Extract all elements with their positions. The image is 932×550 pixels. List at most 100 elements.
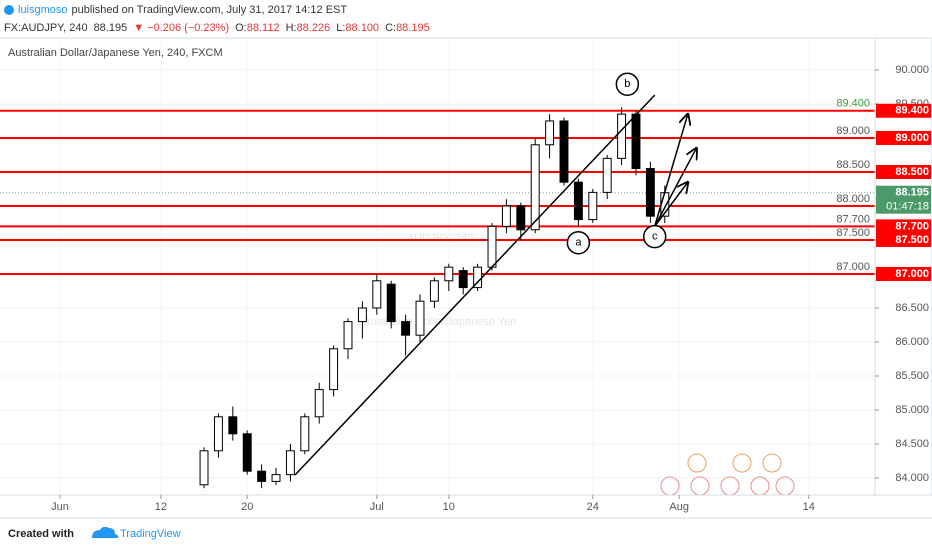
footer-brand[interactable]: TradingView — [120, 528, 181, 540]
y-tick-label: 90.000 — [895, 64, 929, 76]
candle-body — [300, 416, 310, 452]
y-tick-label: 86.000 — [895, 336, 929, 348]
level-tag-label: 87.000 — [895, 268, 929, 280]
candle-body — [415, 300, 425, 336]
wave-marker — [615, 72, 640, 96]
last-price-label: 88.195 — [895, 187, 929, 199]
candle-body — [516, 205, 526, 231]
candle-body — [458, 270, 468, 289]
author[interactable]: luisgmoso — [18, 4, 68, 16]
candle-body — [199, 450, 209, 486]
candle-body — [314, 389, 324, 418]
published: published on TradingView.com, July 31, 2… — [72, 4, 348, 16]
publish-line: luisgmoso published on TradingView.com, J… — [18, 4, 347, 16]
level-label: 89.000 — [836, 125, 870, 137]
candle-body — [357, 307, 367, 323]
level-label: 87.700 — [836, 213, 870, 225]
candle-body — [487, 225, 497, 268]
projection-arrow — [654, 148, 697, 227]
candle-body — [213, 416, 223, 452]
watermark: AUDJPY, 240 — [407, 232, 473, 244]
candle-body — [386, 283, 396, 323]
x-tick-label: 10 — [443, 501, 455, 513]
candle-body — [588, 191, 598, 221]
ohlc-key: H: — [286, 22, 297, 34]
event-icon — [762, 453, 782, 473]
candle-body — [444, 266, 454, 282]
trendline — [294, 94, 656, 476]
last: 88.195 — [94, 22, 128, 34]
y-tick-label: 84.500 — [895, 438, 929, 450]
event-icon — [660, 476, 680, 496]
level-tag — [876, 164, 931, 179]
event-icons — [660, 453, 795, 496]
x-tick-label: Jun — [51, 501, 69, 513]
candle-body — [429, 280, 439, 302]
candle-body — [501, 205, 511, 227]
plot: AUDJPY, 240 Australian Dollar/Japanese Ye… — [0, 38, 875, 495]
level-tag-label: 88.500 — [895, 166, 929, 178]
change: ▼ −0.206 (−0.23%) — [133, 22, 229, 34]
wave-label: c — [652, 230, 658, 242]
quote-line: FX:AUDJPY, 240 88.195 ▼ −0.206 (−0.23%) O:8… — [4, 22, 430, 34]
event-icon — [732, 453, 752, 473]
level-label: 87.000 — [836, 261, 870, 273]
projection-arrow — [654, 182, 688, 227]
wave-label: b — [624, 78, 630, 90]
candle-body — [631, 113, 641, 170]
candle-body — [271, 474, 281, 482]
level-label: 89.400 — [836, 98, 870, 110]
x-tick-label: 24 — [587, 501, 599, 513]
candle-body — [602, 157, 612, 193]
event-icon — [775, 476, 795, 496]
level-tag — [876, 103, 931, 118]
event-icon — [720, 476, 740, 496]
level-tag-label: 89.000 — [895, 132, 929, 144]
x-tick-label: Jul — [370, 501, 384, 513]
logo — [92, 526, 119, 538]
candle-body — [645, 168, 655, 217]
countdown: 01:47:18 — [886, 201, 929, 213]
candle-body — [242, 433, 252, 472]
x-tick-label: Aug — [669, 501, 689, 513]
level-tag — [876, 219, 931, 234]
footer-created: Created with — [8, 528, 74, 540]
x-tick-label: 12 — [155, 501, 167, 513]
ohlc-value: 88.112 — [247, 22, 280, 34]
y-tick-label: 86.500 — [895, 302, 929, 314]
level-tag-label: 87.700 — [895, 220, 929, 232]
event-icon — [687, 453, 707, 473]
candle-body — [228, 416, 238, 435]
ohlc-key: L: — [336, 22, 345, 34]
candle-body — [257, 470, 267, 482]
ohlc-key: C: — [385, 22, 396, 34]
y-tick-label: 84.000 — [895, 472, 929, 484]
ohlc-value: 88.226 — [297, 22, 331, 34]
wave-label: a — [575, 237, 582, 249]
level-tag-label: 87.500 — [895, 234, 929, 246]
symbol: FX:AUDJPY, 240 — [4, 22, 88, 34]
x-tick-label: 14 — [803, 501, 815, 513]
wave-marker — [642, 224, 667, 249]
candle-body — [285, 450, 295, 476]
level-label: 88.000 — [836, 193, 870, 205]
level-label: 87.500 — [836, 227, 870, 239]
candle-body — [530, 144, 540, 231]
y-tick-label: 85.000 — [895, 404, 929, 416]
level-label: 88.500 — [836, 159, 870, 171]
wave-marker — [566, 230, 591, 255]
y-tick-label: 85.500 — [895, 370, 929, 382]
x-tick-label: 20 — [241, 501, 253, 513]
level-tag — [876, 130, 931, 145]
level-tag-label: 89.400 — [895, 105, 929, 117]
avatar — [4, 5, 14, 15]
event-icon — [690, 476, 710, 496]
candle-body — [617, 113, 627, 159]
candle-body — [401, 321, 411, 336]
candle-body — [559, 120, 569, 183]
candle-body — [573, 181, 583, 221]
last-price-tag — [876, 185, 931, 214]
event-icon — [750, 476, 770, 496]
ohlc-value: 88.100 — [345, 22, 379, 34]
